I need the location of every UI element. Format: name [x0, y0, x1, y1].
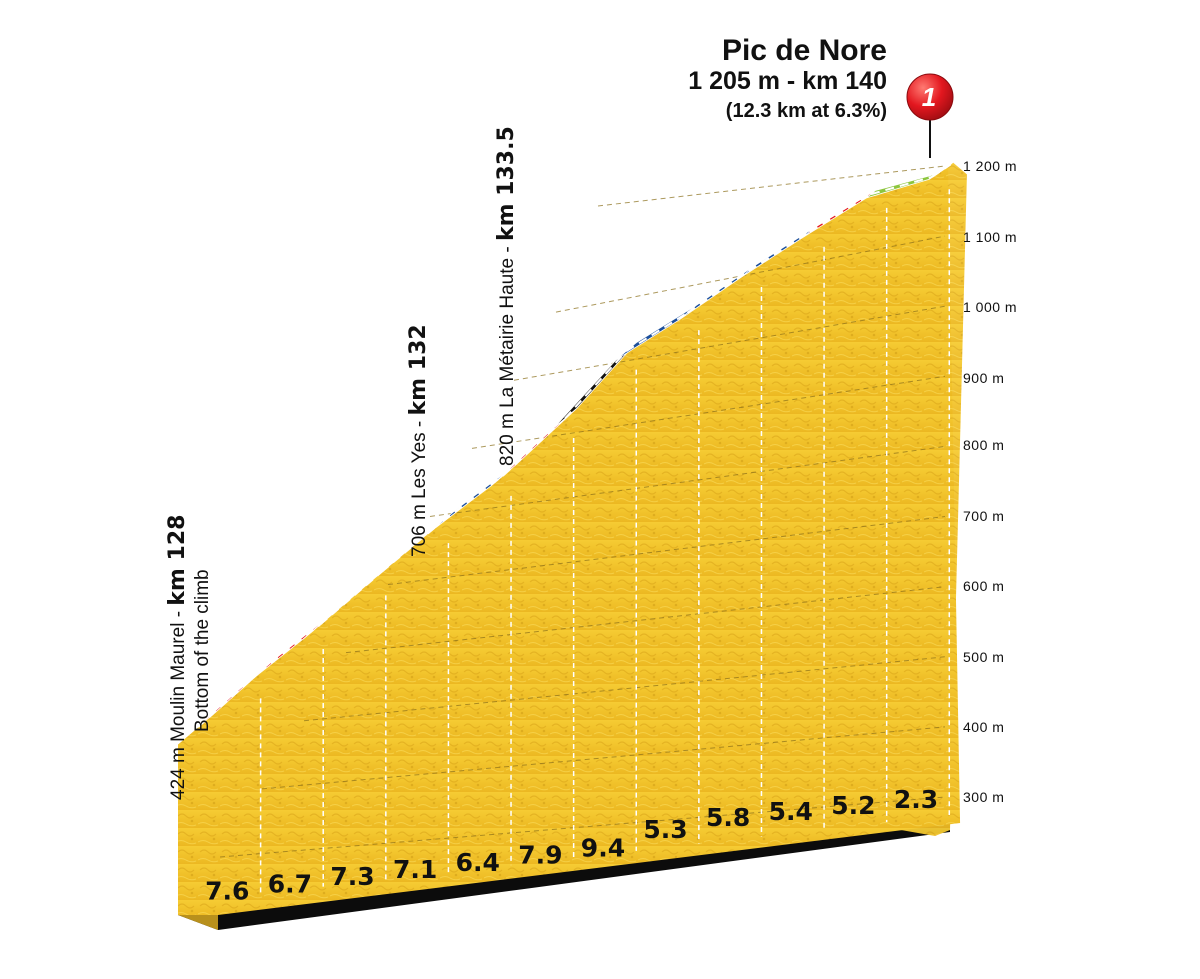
category-number: 1 — [922, 82, 936, 112]
altitude-gridline — [261, 726, 946, 790]
grade-label: 7.3 — [330, 862, 374, 891]
waypoint-metairie-haute-km: km 133.5 — [494, 126, 519, 241]
summit-label: Pic de Nore 1 205 m - km 140 (12.3 km at… — [688, 34, 887, 122]
km-tick-label: 2 — [315, 913, 332, 942]
waypoint-bottom-of-climb: Bottom of the climb — [192, 569, 213, 732]
km-tick-label: 11 — [869, 844, 904, 873]
summit-length-grade: (12.3 km at 6.3%) — [726, 100, 887, 122]
road-centre-line — [870, 175, 933, 196]
altitude-gridline — [387, 516, 946, 586]
altitude-tick-label: 300 m — [963, 789, 1004, 805]
altitude-tick-label: 1 100 m — [963, 229, 1017, 245]
grade-label: 2.3 — [894, 785, 938, 814]
altitude-tick-label: 1 000 m — [963, 299, 1017, 315]
altitude-tick-label: 800 m — [963, 437, 1004, 453]
road-centre-line — [686, 270, 750, 314]
svg-text:820 m La Métairie Haute - km 1: 820 m La Métairie Haute - km 133.5 — [494, 126, 519, 466]
grade-label: 9.4 — [581, 833, 625, 862]
grade-label: 5.8 — [706, 803, 750, 832]
grade-label: 7.6 — [205, 876, 249, 905]
waypoint-moulin-maurel-name: 424 m Moulin Maurel - — [168, 606, 189, 800]
grade-label: 6.4 — [456, 848, 500, 877]
road-centre-line — [442, 474, 505, 522]
grade-labels: 7.6 6.7 7.3 7.1 6.4 7.9 9.4 5.3 5.8 5.4 5.2 2.3 — [205, 785, 938, 905]
category-1-badge — [906, 73, 954, 121]
km-tick-label: 5 — [502, 890, 519, 919]
road-centre-line — [748, 231, 811, 272]
altitude-tick-label: 1 200 m — [963, 158, 1017, 174]
altitude-gridline — [513, 305, 946, 381]
grade-label: 6.7 — [268, 869, 312, 898]
summit-altitude-km: 1 205 m - km 140 — [688, 67, 887, 95]
svg-text:706 m Les Yes - km 132: 706 m Les Yes - km 132 — [406, 324, 431, 557]
road-centre-line — [625, 311, 688, 353]
km-tick-label: 12 — [932, 836, 967, 865]
waypoint-metairie-haute-name: 820 m La Métairie Haute - — [497, 241, 518, 466]
waypoint-moulin-maurel-sub: Bottom of the climb — [192, 569, 213, 732]
altitude-labels: 300 m 400 m 500 m 600 m 700 m 800 m 900 m 1 000… — [963, 158, 1017, 805]
grade-label: 5.3 — [643, 815, 687, 844]
grade-label: 5.2 — [831, 791, 875, 820]
altitude-gridline — [597, 165, 946, 207]
altitude-gridline — [345, 586, 946, 654]
km-divider-lines — [259, 189, 951, 894]
grade-label: 7.9 — [518, 841, 562, 870]
waypoint-moulin-maurel: 424 m Moulin Maurel - km 128 — [165, 515, 190, 800]
altitude-tick-label: 600 m — [963, 578, 1004, 594]
category-marker: 1 — [906, 73, 954, 158]
km-tick-label: 4 — [440, 898, 457, 927]
terrain-area — [178, 162, 967, 915]
summit-name: Pic de Nore — [722, 34, 887, 67]
road-centre-line — [258, 623, 321, 674]
svg-text:424 m Moulin Maurel - km 128: 424 m Moulin Maurel - km 128 — [165, 515, 190, 800]
road-centre-line — [564, 350, 627, 419]
km-tick-label: 9 — [753, 859, 770, 888]
altitude-tick-label: 400 m — [963, 719, 1004, 735]
waypoint-les-yes-km: km 132 — [406, 324, 431, 415]
waypoint-moulin-maurel-km: km 128 — [165, 515, 190, 606]
road-centre-line — [809, 193, 872, 233]
km-tick-label: 8 — [690, 867, 707, 896]
km-tick-label: 6 — [565, 882, 582, 911]
km-tick-label: 3 — [377, 906, 394, 935]
road-centre-line — [931, 163, 952, 178]
altitude-gridline — [429, 445, 946, 517]
altitude-gridline — [555, 235, 946, 313]
terrain-back-face — [218, 162, 967, 836]
km-tick-label: 10 — [807, 851, 842, 880]
waypoint-les-yes: 706 m Les Yes - km 132 — [406, 324, 431, 557]
waypoint-les-yes-name: 706 m Les Yes - — [409, 415, 430, 557]
km-labels: 1 2 3 4 5 6 7 8 9 10 11 12 — [252, 836, 967, 950]
waypoint-metairie-haute: 820 m La Métairie Haute - km 133.5 — [494, 126, 519, 466]
altitude-tick-label: 700 m — [963, 508, 1004, 524]
altitude-tick-label: 900 m — [963, 370, 1004, 386]
altitude-gridline — [471, 375, 946, 449]
grade-label: 7.1 — [393, 855, 437, 884]
grade-label: 5.4 — [769, 797, 813, 826]
km-tick-label: 7 — [628, 875, 645, 904]
km-tick-label: 1 — [252, 921, 269, 950]
altitude-tick-label: 500 m — [963, 649, 1004, 665]
road-segments — [177, 162, 954, 745]
